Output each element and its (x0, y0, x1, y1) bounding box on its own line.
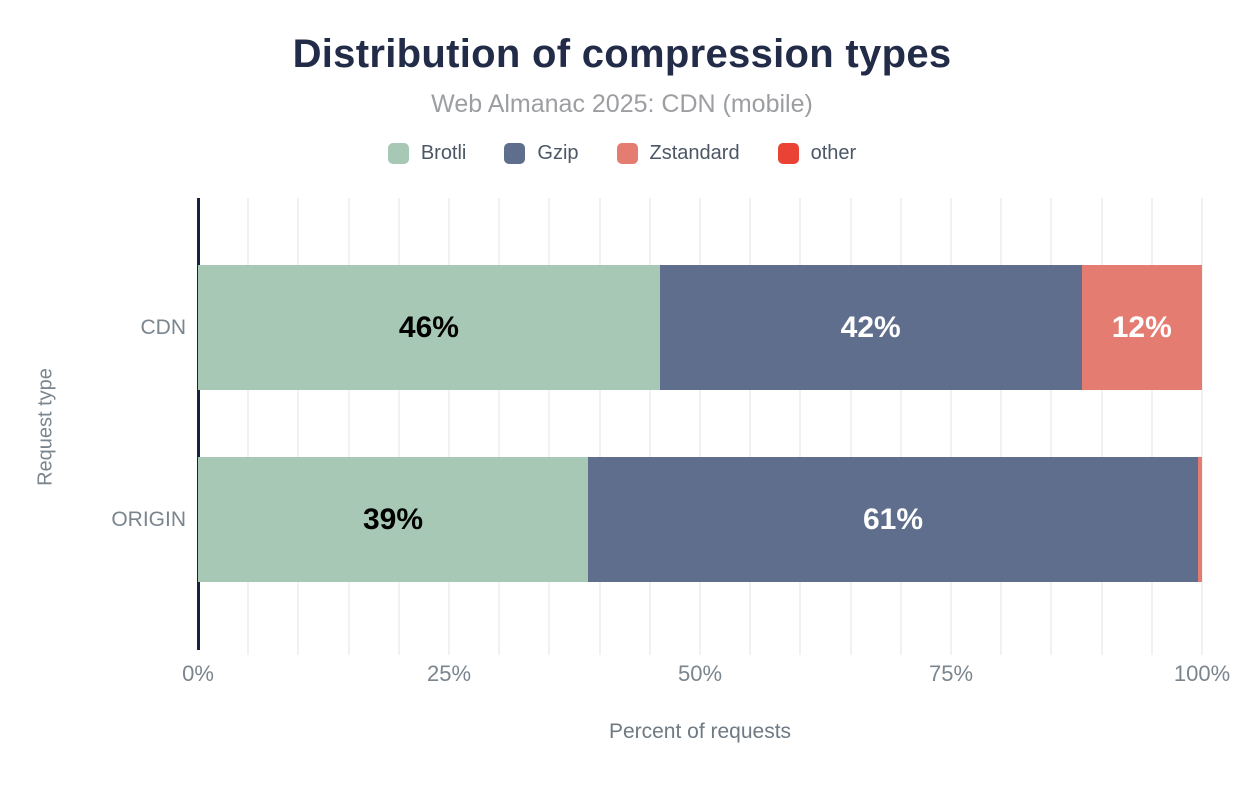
legend-label: Gzip (537, 142, 579, 164)
bar-value-label: 61% (862, 502, 924, 536)
gridline (1050, 198, 1053, 655)
legend-label: other (810, 142, 857, 164)
gridline (448, 198, 450, 655)
y-axis-title: Request type (34, 368, 57, 486)
gridline (1100, 198, 1103, 655)
bar-segment-cdn-zstandard[interactable]: 12% (1081, 265, 1202, 390)
bar-segment-cdn-brotli[interactable]: 46% (198, 265, 660, 390)
gridline (1000, 198, 1003, 655)
legend-swatch-zstandard (616, 143, 638, 164)
bar-segment-origin-brotli[interactable]: 39% (198, 457, 588, 582)
chart-title: Distribution of compression types (292, 32, 952, 76)
x-tick-0: 0% (182, 661, 214, 686)
gridline (1201, 198, 1203, 655)
legend-item-brotli[interactable]: Brotli (387, 142, 467, 165)
gridline (648, 198, 651, 655)
gridline (247, 198, 250, 655)
gridline (749, 198, 752, 655)
legend: Brotli Gzip Zstandard other (0, 142, 1244, 165)
bar-segment-cdn-gzip[interactable]: 42% (659, 265, 1082, 390)
plot-area: 46% 42% 12% 39% 61% (197, 198, 1203, 655)
legend-item-gzip[interactable]: Gzip (504, 142, 579, 165)
gridline (950, 198, 952, 655)
gridline (699, 198, 701, 655)
y-label-origin: ORIGIN (111, 507, 186, 531)
chart-subtitle: Web Almanac 2025: CDN (mobile) (431, 90, 813, 118)
legend-swatch-brotli (387, 143, 409, 164)
gridline (849, 198, 852, 655)
x-tick-100: 100% (1173, 661, 1231, 686)
bar-value-label: 42% (840, 310, 901, 344)
bar-row-origin: 39% 61% (198, 457, 1202, 582)
gridline (548, 198, 551, 655)
gridline (347, 198, 350, 655)
gridline (799, 198, 802, 655)
gridline (297, 198, 300, 655)
gridline (397, 198, 400, 655)
legend-label: Brotli (420, 142, 467, 164)
x-axis-title: Percent of requests (608, 720, 792, 743)
bar-segment-origin-zstandard[interactable] (1198, 457, 1202, 582)
bar-value-label: 12% (1111, 310, 1172, 344)
x-tick-25: 25% (426, 661, 472, 686)
legend-swatch-gzip (504, 143, 526, 164)
x-tick-50: 50% (677, 661, 723, 686)
bar-segment-origin-gzip[interactable]: 61% (588, 457, 1198, 582)
gridline (899, 198, 902, 655)
gridline (498, 198, 501, 655)
y-axis-line (197, 198, 200, 650)
y-label-cdn: CDN (140, 315, 187, 339)
x-tick-75: 75% (928, 661, 974, 686)
legend-item-other[interactable]: other (777, 142, 857, 165)
legend-item-zstandard[interactable]: Zstandard (616, 142, 740, 165)
x-axis-ticks: 0% 25% 50% 75% 100% (182, 661, 1230, 689)
gridline (598, 198, 601, 655)
bar-row-cdn: 46% 42% 12% (198, 265, 1202, 390)
bar-value-label: 39% (362, 502, 424, 536)
gridline (1150, 198, 1153, 655)
legend-label: Zstandard (649, 142, 740, 164)
bar-value-label: 46% (398, 310, 459, 344)
legend-swatch-other (777, 143, 799, 164)
